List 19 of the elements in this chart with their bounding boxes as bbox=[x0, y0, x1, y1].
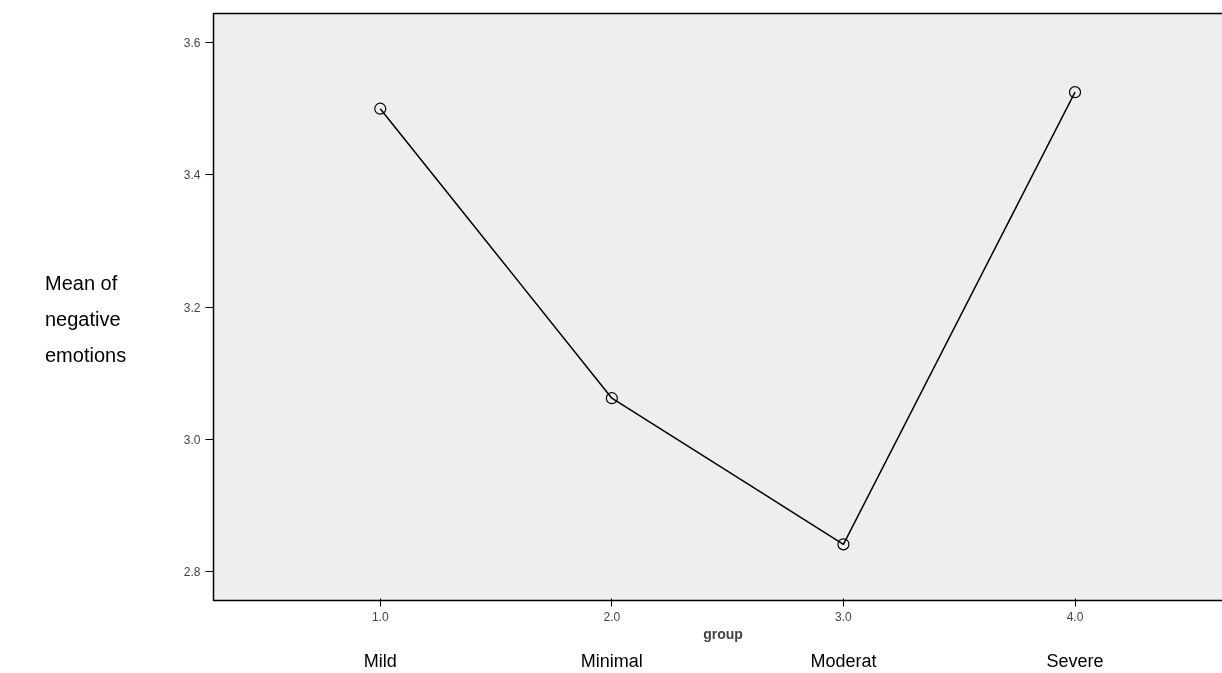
y-tick-label: 3.4 bbox=[183, 168, 201, 183]
y-tick-label: 3.2 bbox=[183, 300, 201, 315]
point bbox=[837, 538, 850, 551]
y-tick-label: 3.0 bbox=[183, 432, 201, 447]
y-tick-label: 3.6 bbox=[183, 36, 201, 51]
x-tick-label: 4.0 bbox=[1066, 609, 1084, 624]
point bbox=[605, 392, 618, 405]
text: Severe bbox=[1046, 650, 1104, 671]
x-tick-label: 3.0 bbox=[835, 609, 853, 624]
x-axis-title: group bbox=[703, 625, 743, 642]
text: Minimal bbox=[580, 650, 643, 671]
text: Moderat bbox=[810, 650, 877, 671]
x-tick-label: 2.0 bbox=[603, 609, 621, 624]
point bbox=[374, 102, 387, 115]
y-axis-title: Mean of negative emotions bbox=[45, 271, 128, 368]
x-tick-label: 1.0 bbox=[371, 609, 389, 624]
text: Mild bbox=[363, 650, 397, 671]
y-tick-label: 2.8 bbox=[183, 564, 201, 579]
point bbox=[1068, 86, 1082, 99]
